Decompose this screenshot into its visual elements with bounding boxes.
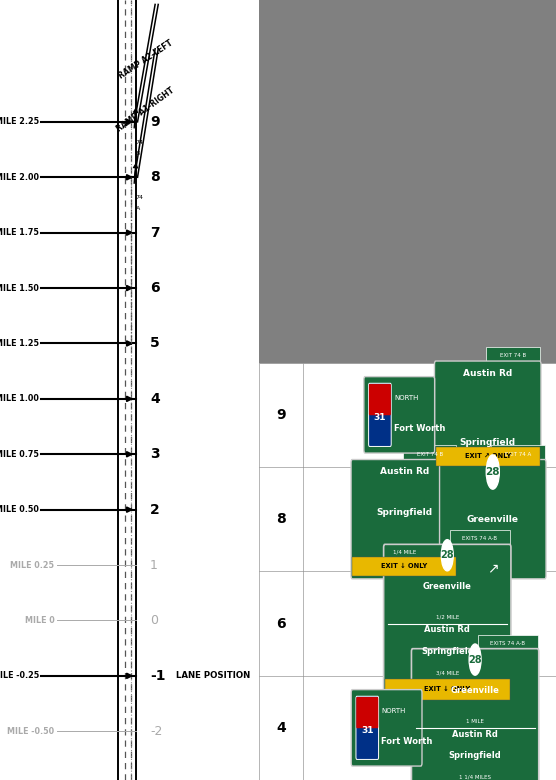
Text: EXIT ↓ ONLY: EXIT ↓ ONLY (381, 563, 428, 569)
FancyBboxPatch shape (434, 361, 541, 469)
Text: RAMP A1-RIGHT: RAMP A1-RIGHT (115, 86, 176, 133)
Bar (259, 0, 556, 363)
Bar (486, 347, 540, 364)
Text: 0: 0 (150, 614, 158, 627)
Text: ↗: ↗ (487, 561, 499, 575)
Bar (259, 363, 556, 780)
FancyBboxPatch shape (440, 459, 546, 579)
Text: MILE 0.25: MILE 0.25 (11, 561, 54, 569)
Text: LANE POSITION: LANE POSITION (176, 672, 250, 680)
Text: 4: 4 (276, 721, 286, 735)
Text: 1 1/4 MILES: 1 1/4 MILES (459, 775, 491, 780)
Text: EXIT 74 A: EXIT 74 A (505, 452, 531, 456)
Text: NORTH: NORTH (381, 707, 406, 714)
Text: A: A (136, 206, 140, 211)
Text: Springfield: Springfield (376, 508, 433, 516)
Circle shape (486, 455, 499, 489)
Text: Greenville: Greenville (423, 582, 471, 590)
Text: 1/4 MILE: 1/4 MILE (393, 550, 416, 555)
Text: MILE 0.75: MILE 0.75 (0, 450, 39, 459)
Text: Springfield: Springfield (449, 751, 502, 760)
Text: 8: 8 (150, 170, 160, 184)
Text: MILE 0.50: MILE 0.50 (0, 505, 39, 514)
Bar (436, 447, 540, 466)
Bar (450, 530, 510, 548)
FancyBboxPatch shape (351, 459, 458, 579)
Text: 8: 8 (276, 512, 286, 526)
Text: EXITS 74 A-B: EXITS 74 A-B (490, 640, 525, 646)
FancyBboxPatch shape (384, 544, 511, 703)
Text: EXIT ↓ ONLY: EXIT ↓ ONLY (424, 686, 470, 693)
Circle shape (469, 644, 481, 675)
Text: Fort Worth: Fort Worth (394, 424, 445, 434)
Text: 4: 4 (150, 392, 160, 406)
Text: 31: 31 (361, 726, 374, 736)
Text: 31: 31 (374, 413, 386, 422)
FancyBboxPatch shape (356, 697, 378, 729)
Text: 7: 7 (150, 225, 160, 239)
Text: MILE 2.00: MILE 2.00 (0, 173, 39, 182)
Text: 6: 6 (276, 616, 286, 630)
Bar (403, 445, 456, 463)
Bar (492, 445, 545, 463)
Text: 28: 28 (468, 654, 482, 665)
Text: EXIT 74 B: EXIT 74 B (500, 353, 526, 358)
Text: MILE 1.25: MILE 1.25 (0, 339, 39, 348)
Text: Greenville: Greenville (467, 516, 519, 524)
Text: Austin Rd: Austin Rd (452, 729, 498, 739)
Text: 28: 28 (440, 550, 454, 560)
FancyBboxPatch shape (351, 690, 422, 766)
Text: 1: 1 (150, 558, 158, 572)
Text: MILE 1.75: MILE 1.75 (0, 229, 39, 237)
Text: 1/2 MILE: 1/2 MILE (436, 615, 459, 620)
Text: 9: 9 (276, 408, 286, 422)
Text: 28: 28 (485, 467, 500, 477)
Text: Austin Rd: Austin Rd (380, 467, 429, 477)
Text: NORTH: NORTH (394, 395, 418, 401)
Text: 3: 3 (150, 447, 160, 461)
Bar (385, 679, 510, 700)
Text: 2: 2 (150, 502, 160, 516)
Text: Springfield: Springfield (421, 647, 474, 656)
Text: MILE 0: MILE 0 (24, 616, 54, 625)
Text: Fort Worth: Fort Worth (381, 737, 433, 746)
Text: 74: 74 (136, 195, 144, 200)
Text: MILE -0.50: MILE -0.50 (7, 727, 54, 736)
FancyBboxPatch shape (411, 649, 539, 780)
Text: MILE 1.00: MILE 1.00 (0, 395, 39, 403)
Text: -2: -2 (150, 725, 162, 738)
Text: Austin Rd: Austin Rd (424, 626, 470, 634)
Text: Greenville: Greenville (451, 686, 499, 695)
Text: 9: 9 (150, 115, 160, 129)
Text: 6: 6 (150, 281, 160, 295)
FancyBboxPatch shape (369, 384, 391, 415)
Text: EXIT ↗ ONLY: EXIT ↗ ONLY (465, 453, 511, 459)
Text: MILE 1.50: MILE 1.50 (0, 284, 39, 292)
Text: Springfield: Springfield (460, 438, 516, 447)
FancyBboxPatch shape (364, 377, 435, 453)
Text: -1: -1 (150, 669, 166, 682)
Text: RAMP A2-LEFT: RAMP A2-LEFT (117, 38, 174, 80)
Circle shape (441, 540, 453, 571)
Text: 74: 74 (136, 140, 144, 144)
Text: B: B (136, 151, 140, 156)
Bar (353, 557, 456, 576)
Text: MILE -0.25: MILE -0.25 (0, 672, 39, 680)
Text: MILE 2.25: MILE 2.25 (0, 117, 39, 126)
Text: 1 MILE: 1 MILE (466, 719, 484, 724)
Text: EXIT 74 B: EXIT 74 B (416, 452, 443, 456)
FancyBboxPatch shape (369, 383, 391, 446)
Text: 3/4 MILE: 3/4 MILE (436, 671, 459, 675)
Text: 5: 5 (150, 336, 160, 350)
Bar (478, 635, 538, 652)
FancyBboxPatch shape (356, 697, 379, 760)
Text: Austin Rd: Austin Rd (463, 369, 513, 378)
Text: EXITS 74 A-B: EXITS 74 A-B (463, 537, 498, 541)
